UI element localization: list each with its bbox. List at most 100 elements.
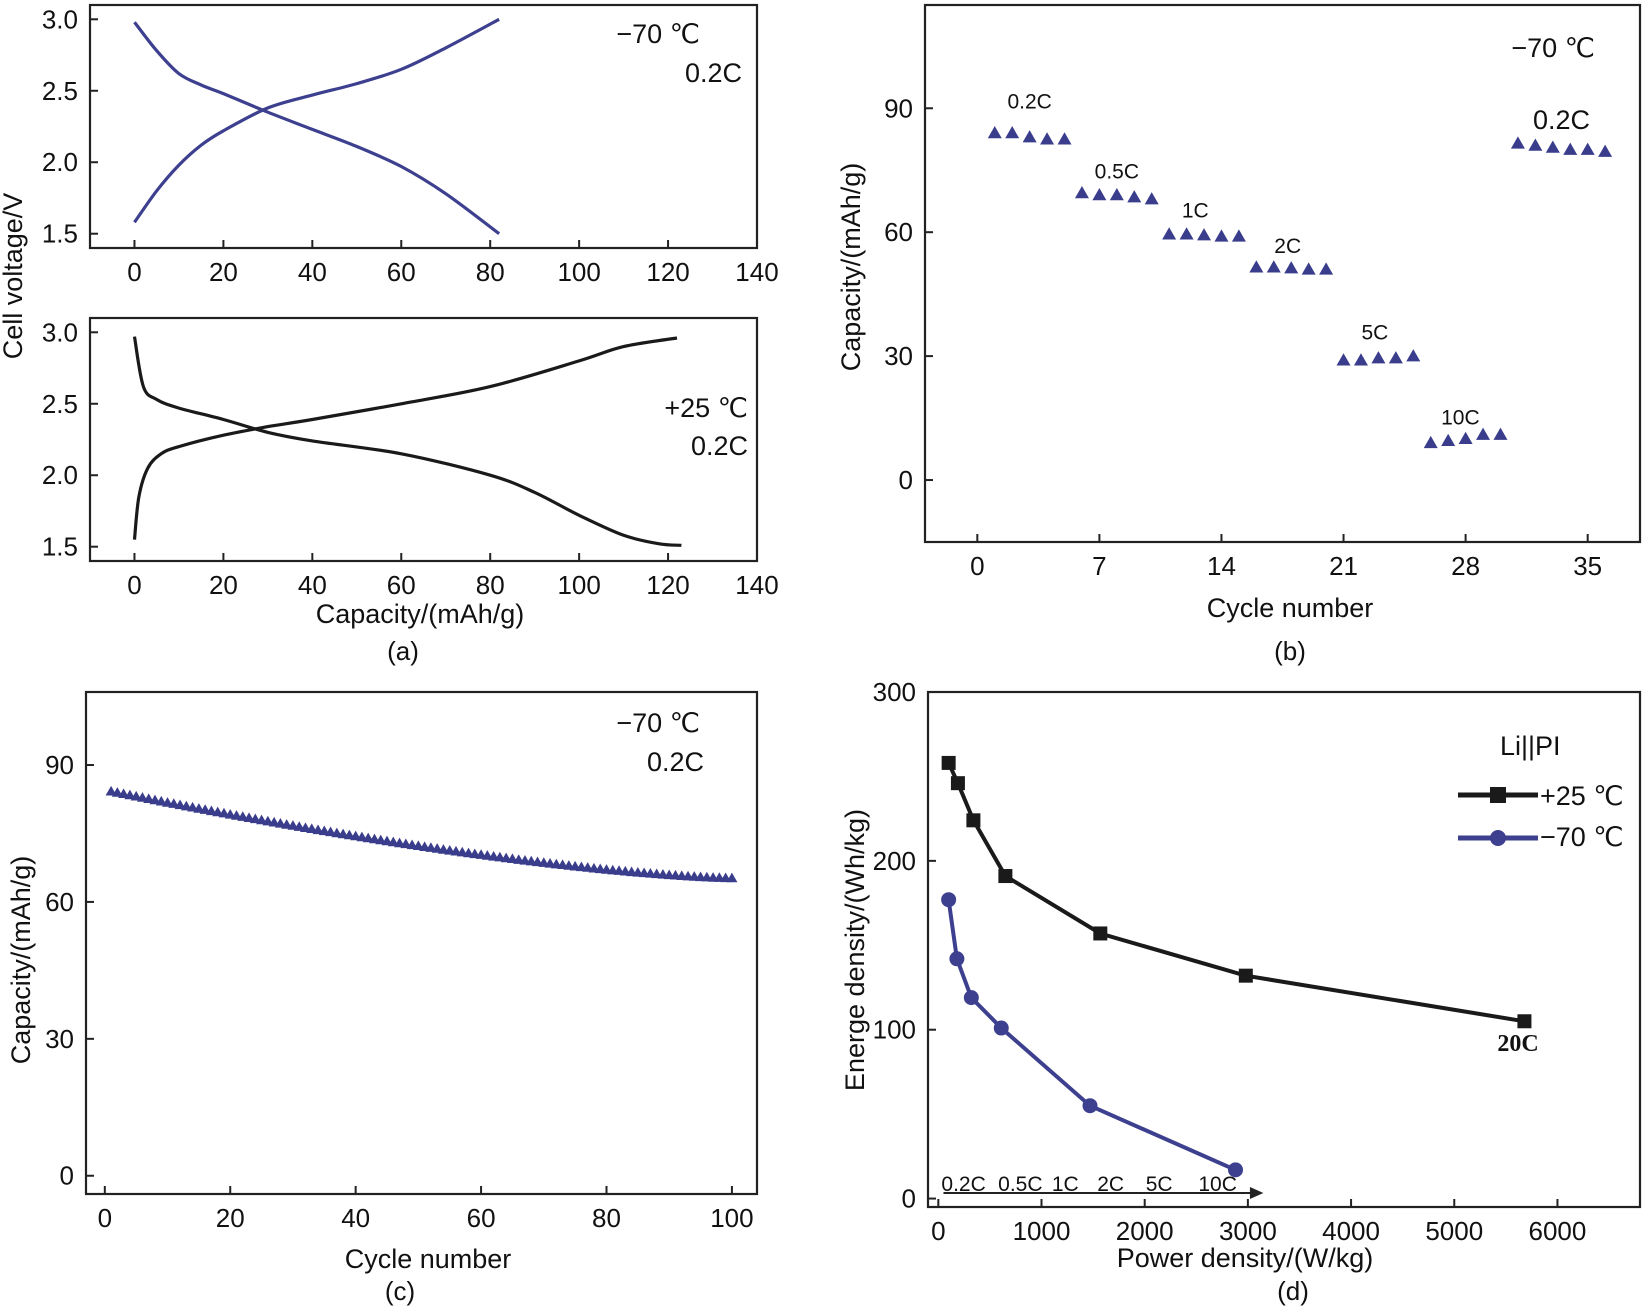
data-point-triangle xyxy=(205,805,217,816)
x-tick-label: 2000 xyxy=(1116,1216,1174,1246)
x-tick-label: 80 xyxy=(476,570,505,600)
data-point-triangle xyxy=(1057,132,1072,145)
y-ticks: 1.5 2.0 2.5 3.0 xyxy=(42,4,98,249)
annotation-temp: −70 ℃ xyxy=(616,19,700,49)
series-line-0 xyxy=(946,762,1525,1024)
data-point-triangle xyxy=(1528,138,1543,151)
x-axis-label: Cycle number xyxy=(1207,593,1374,623)
data-point-triangle xyxy=(1197,228,1212,241)
data-point-triangle xyxy=(1144,192,1159,205)
data-point-triangle xyxy=(1074,185,1089,199)
data-point-triangle xyxy=(306,823,318,834)
x-tick-label: 4000 xyxy=(1322,1216,1380,1246)
data-point-triangle xyxy=(256,814,268,825)
data-point-triangle xyxy=(224,808,236,819)
data-point-triangle xyxy=(1406,349,1421,362)
x-tick-label: 7 xyxy=(1092,551,1106,581)
y-tick-label: 2.0 xyxy=(42,460,78,490)
y-ticks: 1.5 2.0 2.5 3.0 xyxy=(42,317,98,562)
y-tick-label: 0 xyxy=(899,465,913,495)
x-tick-label: 80 xyxy=(476,257,505,287)
y-ticks: 0 30 60 90 xyxy=(45,750,94,1191)
x-tick-label: 20 xyxy=(216,1203,245,1233)
series-line-discharge xyxy=(133,21,501,235)
x-axis-label: Cycle number xyxy=(345,1244,512,1274)
x-tick-label: 1000 xyxy=(1013,1216,1071,1246)
data-point-triangle xyxy=(149,794,161,805)
x-tick-label: 140 xyxy=(735,257,778,287)
data-point-triangle xyxy=(1563,142,1578,155)
data-point-triangle xyxy=(1249,260,1264,273)
a-y-axis-label: Cell voltage/V xyxy=(0,193,28,360)
y-ticks: 0 30 60 90 xyxy=(884,93,933,495)
annotation-rate: 0.2C xyxy=(647,747,704,777)
rate-arrow-label: 5C xyxy=(1146,1173,1173,1196)
series-group xyxy=(132,336,682,547)
legend-marker-25 xyxy=(1490,787,1506,803)
y-axis-label: Capacity/(mAh/g) xyxy=(836,163,866,372)
data-point-triangle xyxy=(168,798,180,808)
x-ticks: 0 20 40 60 80 100 120 140 xyxy=(127,240,779,287)
data-point-triangle xyxy=(1371,351,1386,364)
data-point-square xyxy=(1093,926,1108,941)
data-point-triangle xyxy=(105,785,117,796)
y-tick-label: 2.5 xyxy=(42,389,78,419)
legend-label-25: +25 ℃ xyxy=(1540,781,1624,811)
data-point-triangle xyxy=(1109,188,1124,201)
x-ticks: 0 20 40 60 80 100 xyxy=(98,1186,754,1233)
x-tick-label: 60 xyxy=(467,1203,496,1233)
data-point-triangle xyxy=(726,872,738,883)
x-tick-label: 120 xyxy=(646,257,689,287)
data-point-triangle xyxy=(162,797,174,807)
data-point-triangle xyxy=(1284,261,1299,274)
annotation-rate: 0.2C xyxy=(685,58,742,88)
x-tick-label: 0 xyxy=(931,1216,945,1246)
series-group xyxy=(133,17,501,235)
x-tick-label: 21 xyxy=(1329,551,1358,581)
plot-frame xyxy=(923,3,1642,544)
plot-frame xyxy=(926,690,1642,1209)
y-tick-label: 3.0 xyxy=(42,317,78,347)
data-point-triangle xyxy=(130,790,142,801)
y-tick-label: 100 xyxy=(873,1015,916,1045)
data-point-triangle xyxy=(287,820,299,830)
x-tick-label: 0 xyxy=(970,551,984,581)
x-tick-label: 0 xyxy=(127,257,141,287)
panel-label: (d) xyxy=(1277,1276,1309,1306)
rate-label: 0.5C xyxy=(1095,160,1139,183)
y-tick-label: 1.5 xyxy=(42,532,78,562)
x-tick-label: 80 xyxy=(592,1203,621,1233)
series-group xyxy=(105,785,738,883)
data-point-triangle xyxy=(1388,351,1403,364)
data-point-triangle xyxy=(1423,435,1438,449)
data-point-triangle xyxy=(1040,132,1055,145)
data-point-triangle xyxy=(243,812,255,823)
x-tick-label: 6000 xyxy=(1529,1216,1587,1246)
panel-label: (a) xyxy=(387,636,419,666)
series-line xyxy=(110,791,732,881)
x-tick-label: 40 xyxy=(298,257,327,287)
y-tick-label: 30 xyxy=(884,341,913,371)
data-point-circle xyxy=(1228,1162,1244,1178)
data-point-triangle xyxy=(293,821,305,831)
rate-label: 5C xyxy=(1361,322,1388,345)
data-point-triangle xyxy=(180,800,192,811)
x-tick-label: 5000 xyxy=(1425,1216,1483,1246)
rate-arrow-label: 1C xyxy=(1052,1173,1079,1196)
y-tick-label: 3.0 xyxy=(42,4,78,34)
chart-b: 0.2C 0.5C 1C 2C 5C 10C 0.2C 0 7 14 21 28 35 0 30 60 90… xyxy=(836,3,1642,666)
data-point-triangle xyxy=(218,807,230,818)
y-axis-label: Energe density/(Wh/kg) xyxy=(840,809,870,1091)
data-point-triangle xyxy=(1179,227,1194,240)
data-point-triangle xyxy=(193,803,205,813)
x-tick-label: 28 xyxy=(1451,551,1480,581)
chart-a-top: 0 20 40 60 80 100 120 140 1.5 2.0 2.5 3.0 −70 ℃ 0.… xyxy=(42,3,779,287)
rate-arrow-label: 10C xyxy=(1198,1173,1237,1196)
x-tick-label: 120 xyxy=(646,570,689,600)
data-point-triangle xyxy=(231,810,243,820)
rate-arrow-label: 2C xyxy=(1097,1173,1124,1196)
data-point-triangle xyxy=(987,126,1002,139)
annotation-temp: +25 ℃ xyxy=(664,393,748,423)
data-point-triangle xyxy=(262,815,274,826)
